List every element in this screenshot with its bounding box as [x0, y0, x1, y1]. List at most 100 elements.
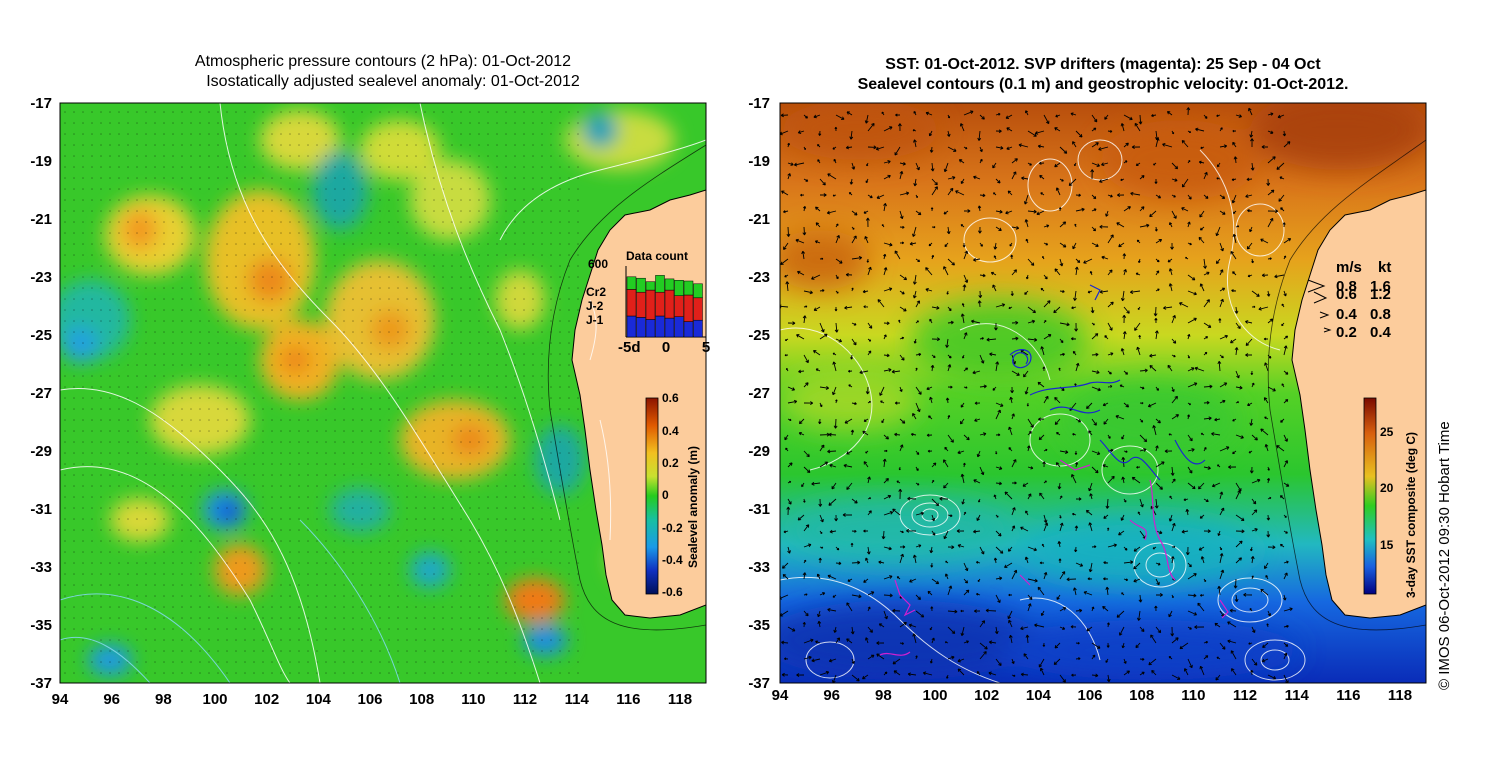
velocity-arrow	[851, 560, 861, 565]
velocity-arrow	[782, 574, 789, 580]
velocity-arrow	[859, 370, 869, 375]
velocity-arrow	[819, 322, 825, 333]
velocity-arrow	[989, 352, 997, 357]
velocity-arrow	[1187, 274, 1196, 281]
velocity-arrow	[1039, 174, 1045, 180]
velocity-arrow	[1197, 602, 1205, 612]
velocity-arrow	[1171, 637, 1179, 644]
velocity-arrow	[1267, 156, 1276, 164]
velocity-arrow	[800, 193, 805, 197]
velocity-arrow	[979, 384, 987, 389]
velocity-arrow	[865, 178, 869, 184]
velocity-arrow	[915, 450, 920, 455]
velocity-arrow	[1279, 495, 1285, 500]
velocity-arrow	[1279, 543, 1285, 548]
velocity-arrow	[864, 114, 869, 124]
sst-map	[780, 103, 1426, 683]
sla-map	[60, 103, 706, 683]
velocity-arrow	[784, 338, 789, 342]
velocity-arrow	[1198, 236, 1205, 244]
velocity-arrow	[1053, 306, 1061, 314]
velocity-arrow	[1091, 352, 1099, 357]
velocity-arrow	[784, 434, 789, 441]
velocity-arrow	[1170, 626, 1175, 637]
velocity-arrow	[1136, 346, 1141, 356]
velocity-arrow	[1179, 302, 1189, 308]
velocity-arrow	[883, 478, 889, 484]
velocity-arrow	[1219, 446, 1230, 452]
velocity-arrow	[803, 638, 814, 644]
velocity-arrow	[1118, 242, 1125, 248]
velocity-arrow	[1214, 417, 1221, 422]
velocity-arrow	[1280, 207, 1285, 212]
velocity-arrow	[803, 593, 808, 596]
velocity-arrow	[781, 562, 789, 569]
velocity-arrow	[1116, 610, 1125, 618]
velocity-arrow	[1123, 560, 1134, 565]
velocity-arrow	[1283, 345, 1288, 356]
lon-tick: 96	[823, 687, 840, 704]
velocity-arrow	[1070, 337, 1077, 341]
velocity-arrow	[947, 306, 952, 312]
velocity-arrow	[1181, 529, 1189, 534]
velocity-arrow	[815, 368, 821, 372]
velocity-arrow	[1027, 578, 1038, 583]
velocity-arrow	[1267, 217, 1274, 228]
sst-cbar-tick: 15	[1380, 538, 1394, 552]
velocity-arrow	[1139, 175, 1145, 180]
velocity-arrow	[832, 386, 837, 396]
velocity-arrow	[1232, 233, 1237, 244]
velocity-arrow	[883, 287, 893, 292]
velocity-arrow	[783, 210, 789, 214]
velocity-arrow	[979, 337, 984, 340]
velocity-arrow	[1183, 668, 1189, 676]
velocity-arrow	[1072, 433, 1077, 436]
velocity-arrow	[787, 626, 796, 632]
velocity-arrow	[1235, 322, 1241, 330]
velocity-arrow	[1139, 223, 1150, 228]
velocity-arrow	[1058, 558, 1062, 564]
velocity-arrow	[1123, 670, 1130, 676]
velocity-arrow	[995, 226, 1002, 232]
velocity-arrow	[1135, 272, 1141, 276]
velocity-arrow	[947, 114, 951, 119]
velocity-arrow	[1203, 271, 1210, 276]
velocity-arrow	[1234, 594, 1239, 603]
velocity-arrow	[1274, 274, 1285, 279]
velocity-arrow	[1147, 402, 1157, 408]
velocity-arrow	[1057, 482, 1062, 490]
velocity-arrow	[899, 621, 907, 628]
velocity-arrow	[787, 173, 791, 180]
velocity-arrow	[876, 641, 885, 645]
velocity-arrow	[1038, 658, 1045, 668]
velocity-arrow	[1106, 622, 1110, 628]
velocity-arrow	[947, 609, 958, 614]
velocity-arrow	[1155, 562, 1161, 566]
velocity-arrow	[960, 402, 965, 408]
velocity-arrow	[817, 620, 822, 628]
velocity-arrow	[973, 529, 981, 534]
velocity-arrow	[931, 578, 940, 585]
velocity-arrow	[947, 545, 955, 550]
velocity-arrow	[1187, 290, 1197, 296]
vel-legend-kt: 0.8	[1370, 306, 1391, 323]
velocity-arrow	[1091, 466, 1099, 474]
velocity-arrow	[1154, 178, 1158, 184]
velocity-arrow	[867, 606, 871, 612]
velocity-arrow	[898, 319, 901, 324]
velocity-arrow	[963, 209, 971, 213]
velocity-arrow	[1021, 176, 1029, 181]
left-title-line1: Atmospheric pressure contours (2 hPa): 0…	[194, 53, 572, 70]
velocity-arrow	[819, 461, 829, 468]
velocity-arrow	[787, 162, 794, 166]
velocity-arrow	[1219, 382, 1228, 388]
velocity-arrow	[1091, 673, 1099, 678]
velocity-arrow	[894, 146, 901, 156]
vel-legend-ms: 0.2	[1336, 324, 1357, 341]
velocity-arrow	[1267, 112, 1274, 116]
velocity-arrow	[908, 623, 917, 628]
velocity-arrow	[899, 336, 905, 340]
velocity-arrow	[1154, 317, 1158, 324]
velocity-arrow	[1171, 522, 1176, 532]
velocity-arrow	[1185, 256, 1189, 260]
